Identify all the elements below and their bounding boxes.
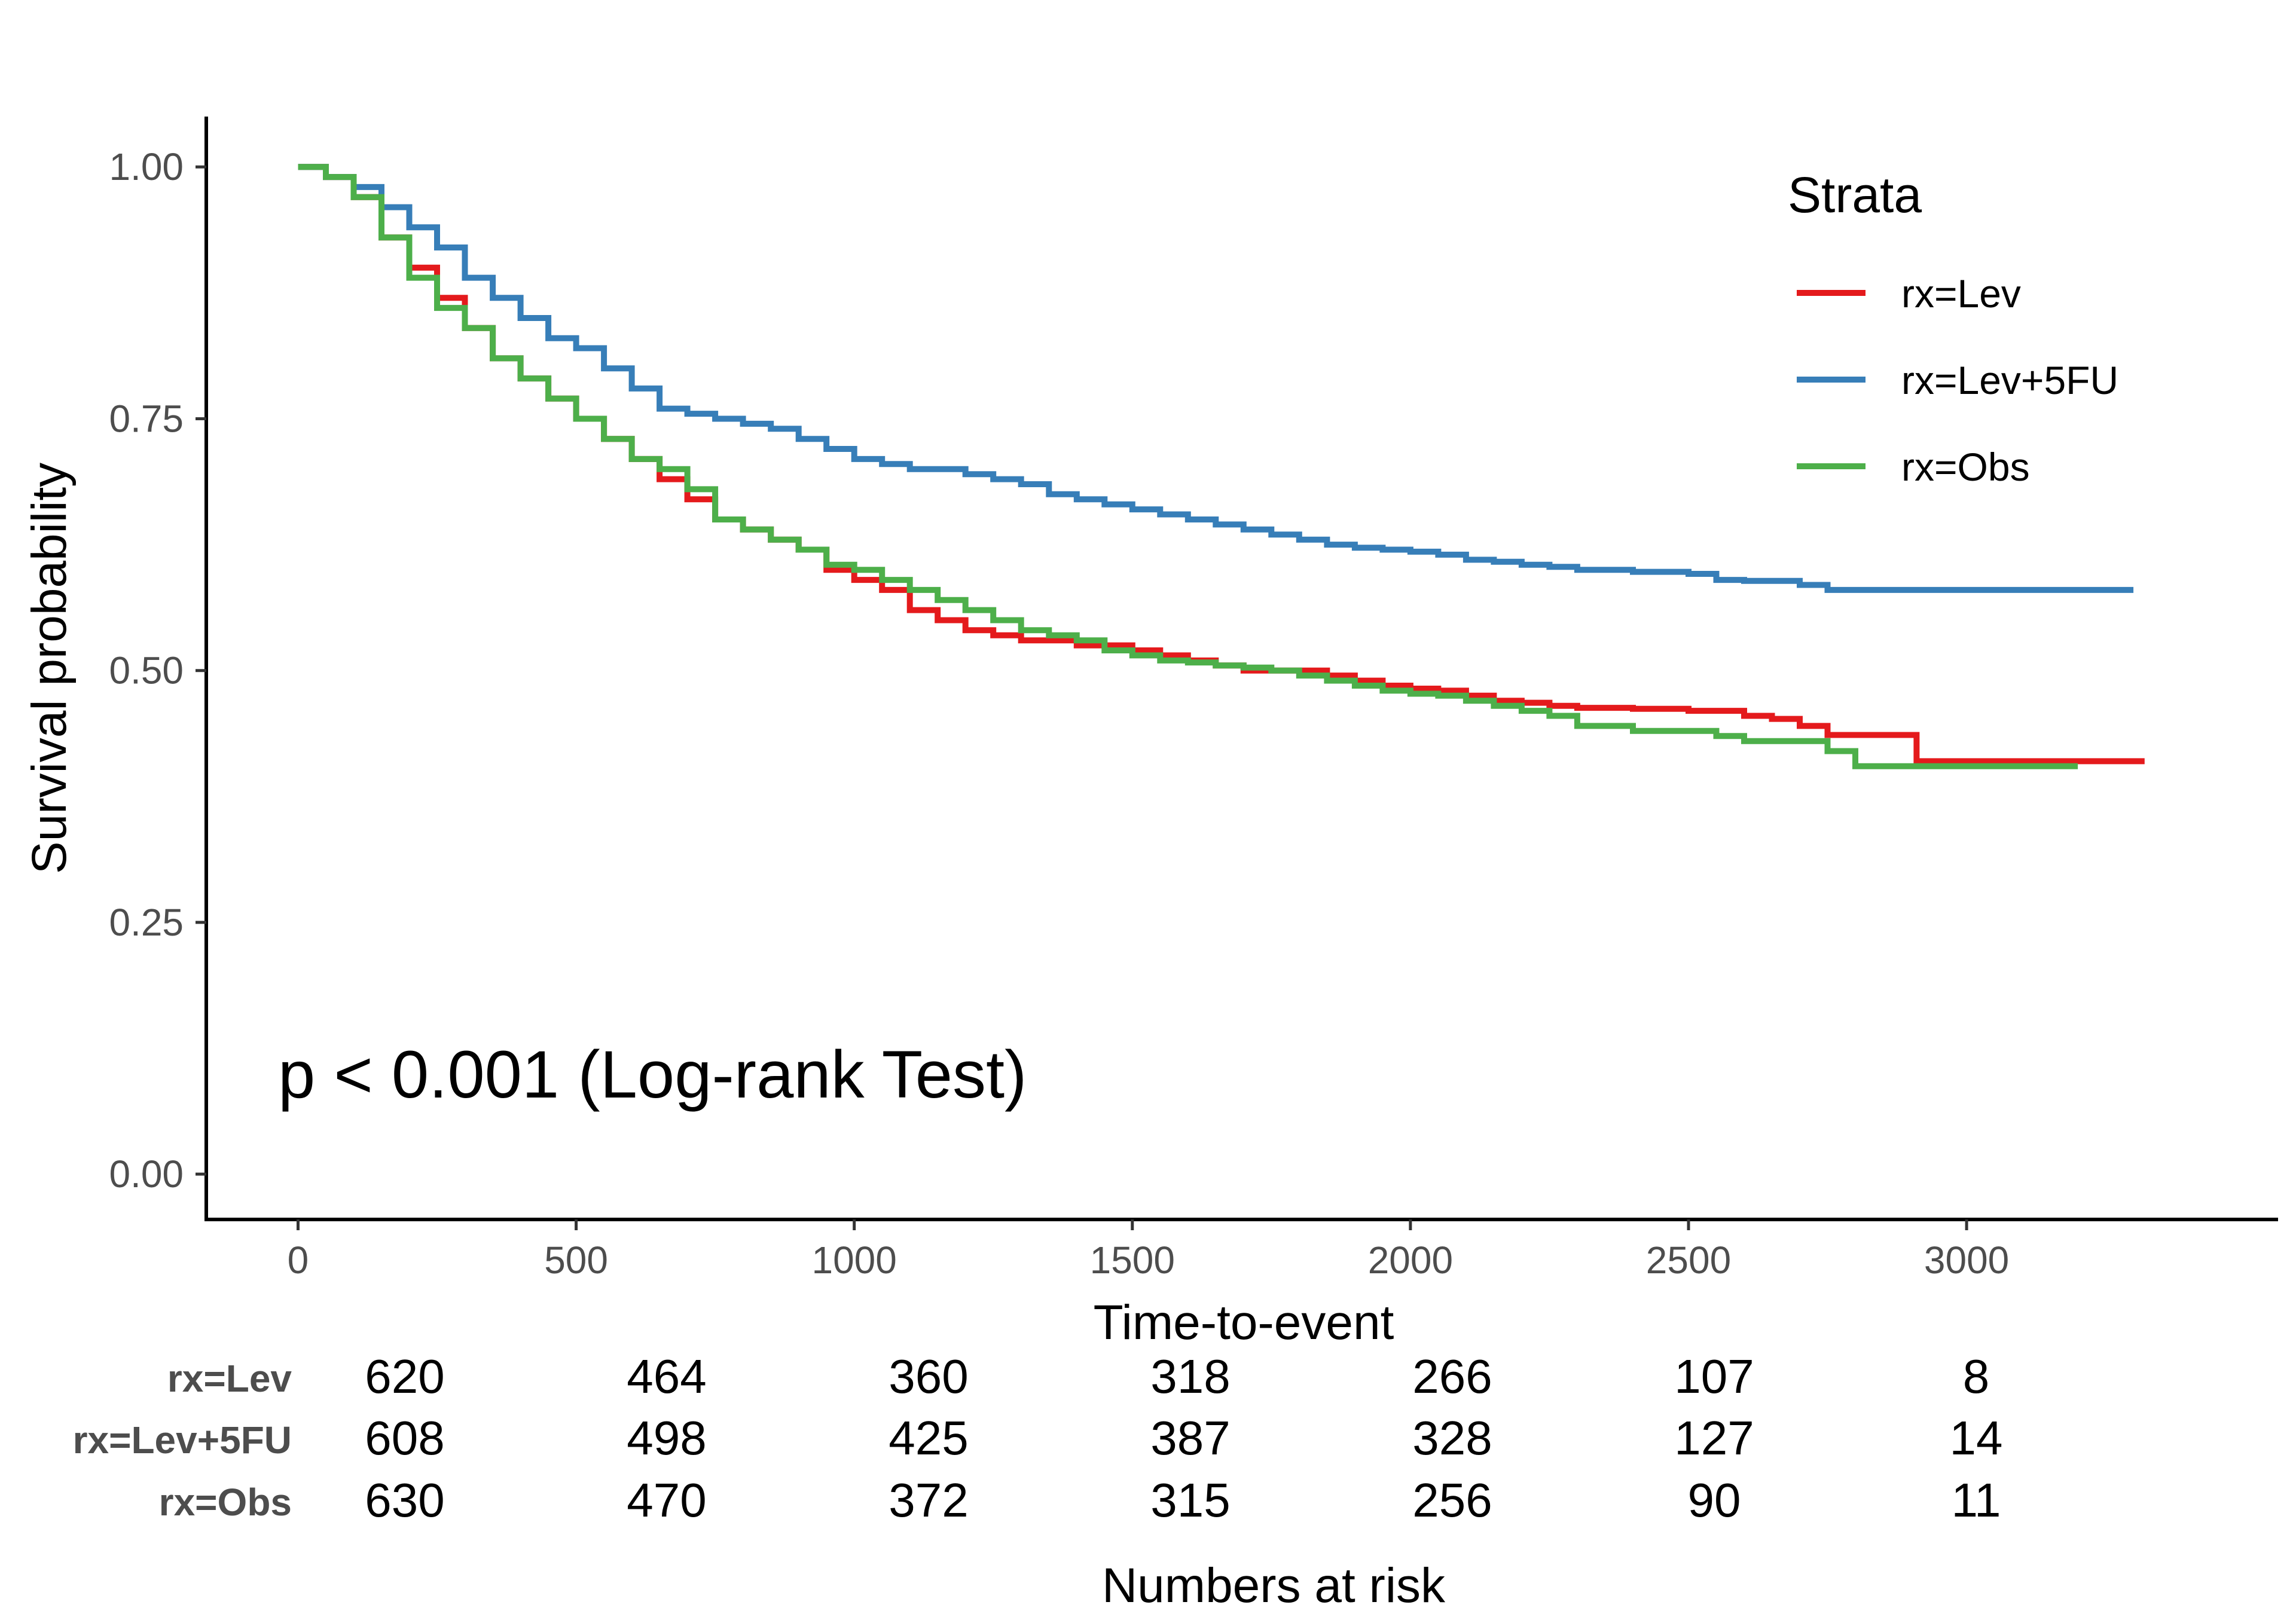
- risk-value-rx-lev-5fu-3: 387: [1150, 1411, 1230, 1465]
- risk-value-rx-lev-5: 107: [1674, 1350, 1754, 1403]
- risk-table: rx=Lev 620 464 360 318 266 107 8 rx=Lev+5FU 608 49…: [73, 1350, 2003, 1613]
- legend-label-rx-lev-5fu: rx=Lev+5FU: [1901, 358, 2118, 402]
- risk-value-rx-obs-4: 256: [1412, 1474, 1492, 1527]
- risk-value-rx-lev-5fu-4: 328: [1412, 1411, 1492, 1465]
- y-axis-title: Survival probability: [22, 463, 77, 874]
- risk-value-rx-obs-2: 372: [889, 1474, 968, 1527]
- curve-rx-obs: [298, 164, 2078, 769]
- risk-value-rx-obs-3: 315: [1150, 1474, 1230, 1527]
- x-tick-label-1: 500: [544, 1239, 608, 1282]
- x-tick-label-2: 1000: [811, 1239, 896, 1282]
- risk-value-rx-obs-0: 630: [365, 1474, 444, 1527]
- legend: Strata rx=Lev rx=Lev+5FU rx=Obs: [1788, 167, 2118, 489]
- x-tick-label-5: 2500: [1646, 1239, 1731, 1282]
- risk-value-rx-lev-3: 318: [1150, 1350, 1230, 1403]
- x-tick-label-6: 3000: [1924, 1239, 2009, 1282]
- y-tick-label-3: 0.75: [109, 397, 184, 440]
- y-tick-label-4: 1.00: [109, 145, 184, 188]
- risk-value-rx-obs-5: 90: [1688, 1474, 1741, 1527]
- risk-value-rx-lev-5fu-5: 127: [1674, 1411, 1754, 1465]
- curve-rx-lev-5fu: [298, 164, 2134, 593]
- risk-value-rx-lev-0: 620: [365, 1350, 444, 1403]
- y-axis-ticks: 0.00 0.25 0.50 0.75 1.00: [109, 145, 206, 1196]
- risk-value-rx-lev-5fu-1: 498: [627, 1411, 706, 1465]
- curve-rx-lev: [298, 164, 2145, 765]
- legend-items: rx=Lev rx=Lev+5FU rx=Obs: [1797, 271, 2118, 489]
- legend-label-rx-lev: rx=Lev: [1901, 271, 2021, 316]
- risk-value-rx-lev-6: 8: [1963, 1350, 1990, 1403]
- risk-row-label-rx-lev-5fu: rx=Lev+5FU: [73, 1419, 292, 1462]
- y-tick-label-0: 0.00: [109, 1153, 184, 1196]
- risk-value-rx-lev-5fu-6: 14: [1950, 1411, 2003, 1465]
- risk-value-rx-lev-5fu-2: 425: [889, 1411, 968, 1465]
- risk-row-label-rx-lev: rx=Lev: [167, 1357, 292, 1400]
- x-axis-ticks: 0 500 1000 1500 2000 2500 3000: [288, 1219, 2009, 1282]
- p-value-annotation: p < 0.001 (Log-rank Test): [278, 1037, 1027, 1112]
- x-tick-label-4: 2000: [1368, 1239, 1453, 1282]
- survival-curves: [298, 164, 2145, 769]
- risk-value-rx-obs-1: 470: [627, 1474, 706, 1527]
- risk-table-rows: rx=Lev 620 464 360 318 266 107 8 rx=Lev+5FU 608 49…: [73, 1350, 2003, 1527]
- risk-row-label-rx-obs: rx=Obs: [159, 1481, 292, 1524]
- x-tick-label-0: 0: [288, 1239, 309, 1282]
- legend-title: Strata: [1788, 167, 1922, 223]
- risk-value-rx-lev-1: 464: [627, 1350, 706, 1403]
- risk-table-title: Numbers at risk: [1102, 1558, 1446, 1613]
- legend-label-rx-obs: rx=Obs: [1901, 445, 2030, 489]
- risk-value-rx-obs-6: 11: [1951, 1474, 2001, 1527]
- x-axis-title: Time-to-event: [1094, 1295, 1394, 1350]
- y-tick-label-1: 0.25: [109, 901, 184, 944]
- risk-value-rx-lev-4: 266: [1412, 1350, 1492, 1403]
- risk-value-rx-lev-5fu-0: 608: [365, 1411, 444, 1465]
- y-tick-label-2: 0.50: [109, 649, 184, 692]
- x-tick-label-3: 1500: [1090, 1239, 1175, 1282]
- risk-value-rx-lev-2: 360: [889, 1350, 968, 1403]
